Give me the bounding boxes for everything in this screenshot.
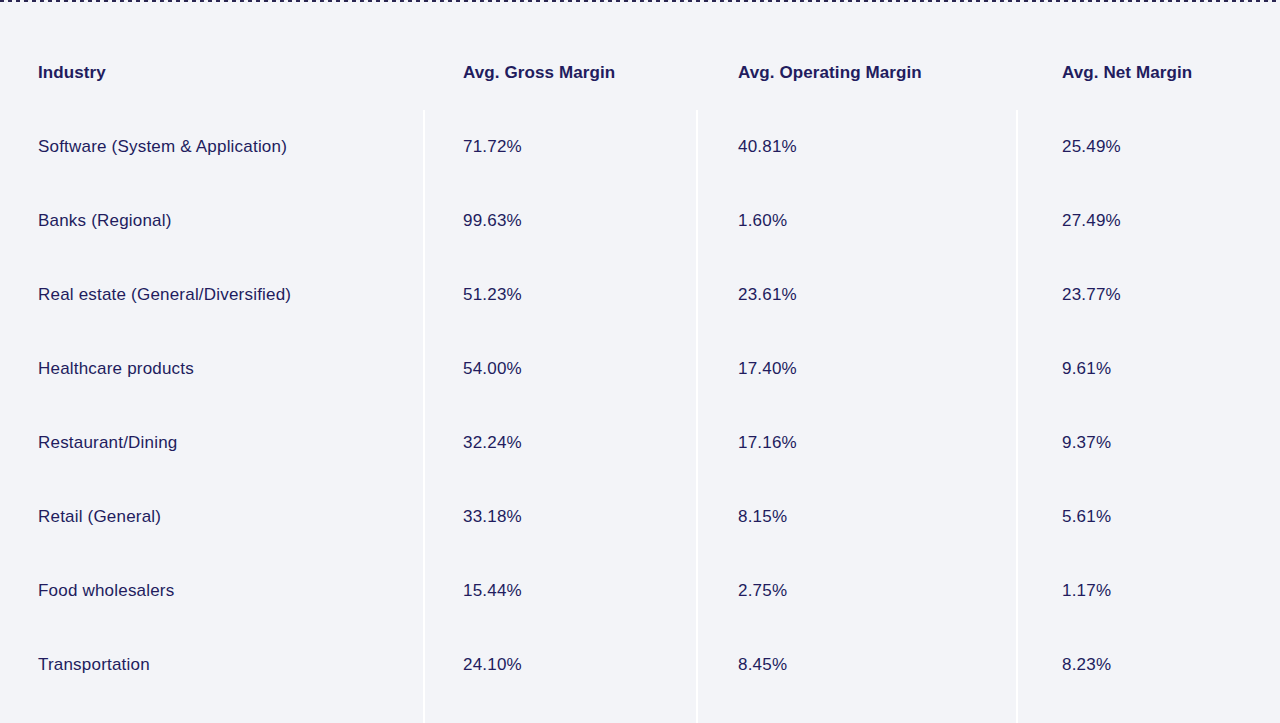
margin-value-cell: 23.77%: [1016, 285, 1280, 305]
margin-value-cell: 17.16%: [696, 433, 1016, 453]
table-row: Food wholesalers15.44%2.75%1.17%: [0, 554, 1280, 628]
industry-cell: Real estate (General/Diversified): [0, 285, 423, 305]
industry-cell: Food wholesalers: [0, 581, 423, 601]
margin-value-cell: 25.49%: [1016, 137, 1280, 157]
margin-value-cell: 71.72%: [423, 137, 696, 157]
margin-value-cell: 5.61%: [1016, 507, 1280, 527]
industry-cell: Software (System & Application): [0, 137, 423, 157]
margin-value-cell: 8.15%: [696, 507, 1016, 527]
margin-value-cell: 99.63%: [423, 211, 696, 231]
column-header-operating-margin: Avg. Operating Margin: [696, 63, 1016, 83]
margin-value-cell: 54.00%: [423, 359, 696, 379]
margin-value-cell: 15.44%: [423, 581, 696, 601]
table-row: Software (System & Application)71.72%40.…: [0, 110, 1280, 184]
margin-value-cell: 51.23%: [423, 285, 696, 305]
table-header-row: Industry Avg. Gross Margin Avg. Operatin…: [0, 36, 1280, 110]
margin-value-cell: 33.18%: [423, 507, 696, 527]
table-row: Real estate (General/Diversified)51.23%2…: [0, 258, 1280, 332]
industry-cell: Healthcare products: [0, 359, 423, 379]
column-header-net-margin: Avg. Net Margin: [1016, 63, 1280, 83]
margin-value-cell: 23.61%: [696, 285, 1016, 305]
margin-value-cell: 17.40%: [696, 359, 1016, 379]
table-row: Banks (Regional)99.63%1.60%27.49%: [0, 184, 1280, 258]
margin-value-cell: 32.24%: [423, 433, 696, 453]
industry-margins-table: Industry Avg. Gross Margin Avg. Operatin…: [0, 36, 1280, 702]
industry-cell: Restaurant/Dining: [0, 433, 423, 453]
margin-value-cell: 8.45%: [696, 655, 1016, 675]
margin-value-cell: 1.17%: [1016, 581, 1280, 601]
table-row: Retail (General)33.18%8.15%5.61%: [0, 480, 1280, 554]
margin-value-cell: 24.10%: [423, 655, 696, 675]
margin-value-cell: 40.81%: [696, 137, 1016, 157]
margin-value-cell: 9.37%: [1016, 433, 1280, 453]
margin-value-cell: 9.61%: [1016, 359, 1280, 379]
margin-value-cell: 8.23%: [1016, 655, 1280, 675]
table-row: Restaurant/Dining32.24%17.16%9.37%: [0, 406, 1280, 480]
table-row: Transportation24.10%8.45%8.23%: [0, 628, 1280, 702]
margin-value-cell: 2.75%: [696, 581, 1016, 601]
table-row: Healthcare products54.00%17.40%9.61%: [0, 332, 1280, 406]
industry-cell: Retail (General): [0, 507, 423, 527]
column-header-industry: Industry: [0, 63, 423, 83]
column-header-gross-margin: Avg. Gross Margin: [423, 63, 696, 83]
margin-value-cell: 1.60%: [696, 211, 1016, 231]
top-dashed-border: [0, 0, 1280, 2]
margin-value-cell: 27.49%: [1016, 211, 1280, 231]
table-body: Software (System & Application)71.72%40.…: [0, 110, 1280, 702]
industry-cell: Banks (Regional): [0, 211, 423, 231]
industry-cell: Transportation: [0, 655, 423, 675]
